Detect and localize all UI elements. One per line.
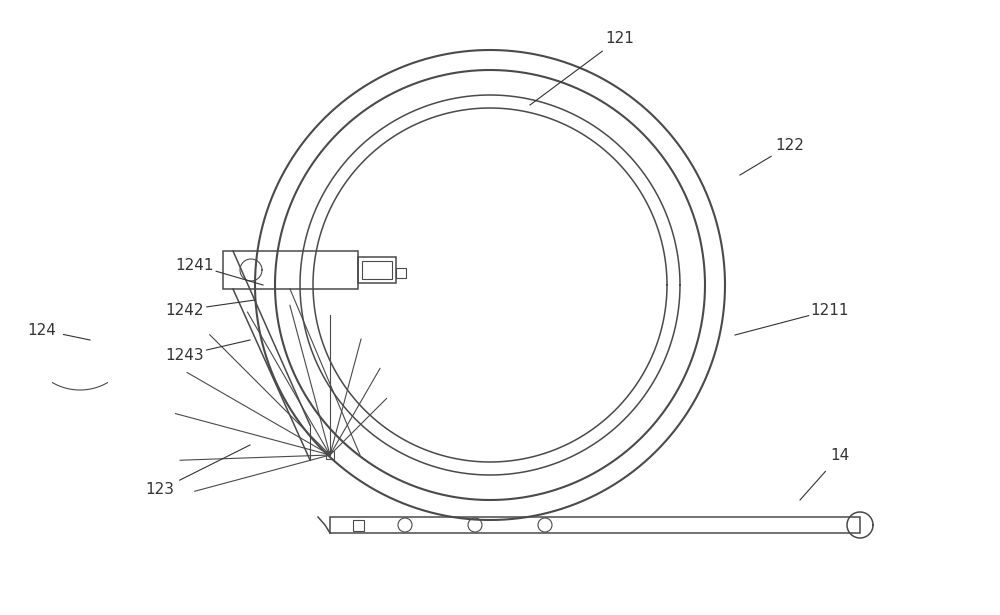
Text: 121: 121 — [606, 31, 634, 46]
Text: 1211: 1211 — [811, 303, 849, 317]
Bar — [223, 251, 358, 289]
Bar — [358, 256, 396, 284]
Bar — [330, 517, 860, 533]
Text: 1241: 1241 — [176, 258, 214, 272]
Bar — [396, 268, 406, 277]
Text: 122: 122 — [776, 138, 804, 153]
Bar — [353, 520, 364, 531]
Text: 1243: 1243 — [166, 347, 204, 362]
Bar — [362, 261, 392, 279]
Text: 14: 14 — [830, 448, 850, 462]
Text: 123: 123 — [146, 483, 175, 498]
Text: 1242: 1242 — [166, 303, 204, 317]
Bar — [326, 451, 334, 459]
Text: 124: 124 — [28, 322, 56, 338]
